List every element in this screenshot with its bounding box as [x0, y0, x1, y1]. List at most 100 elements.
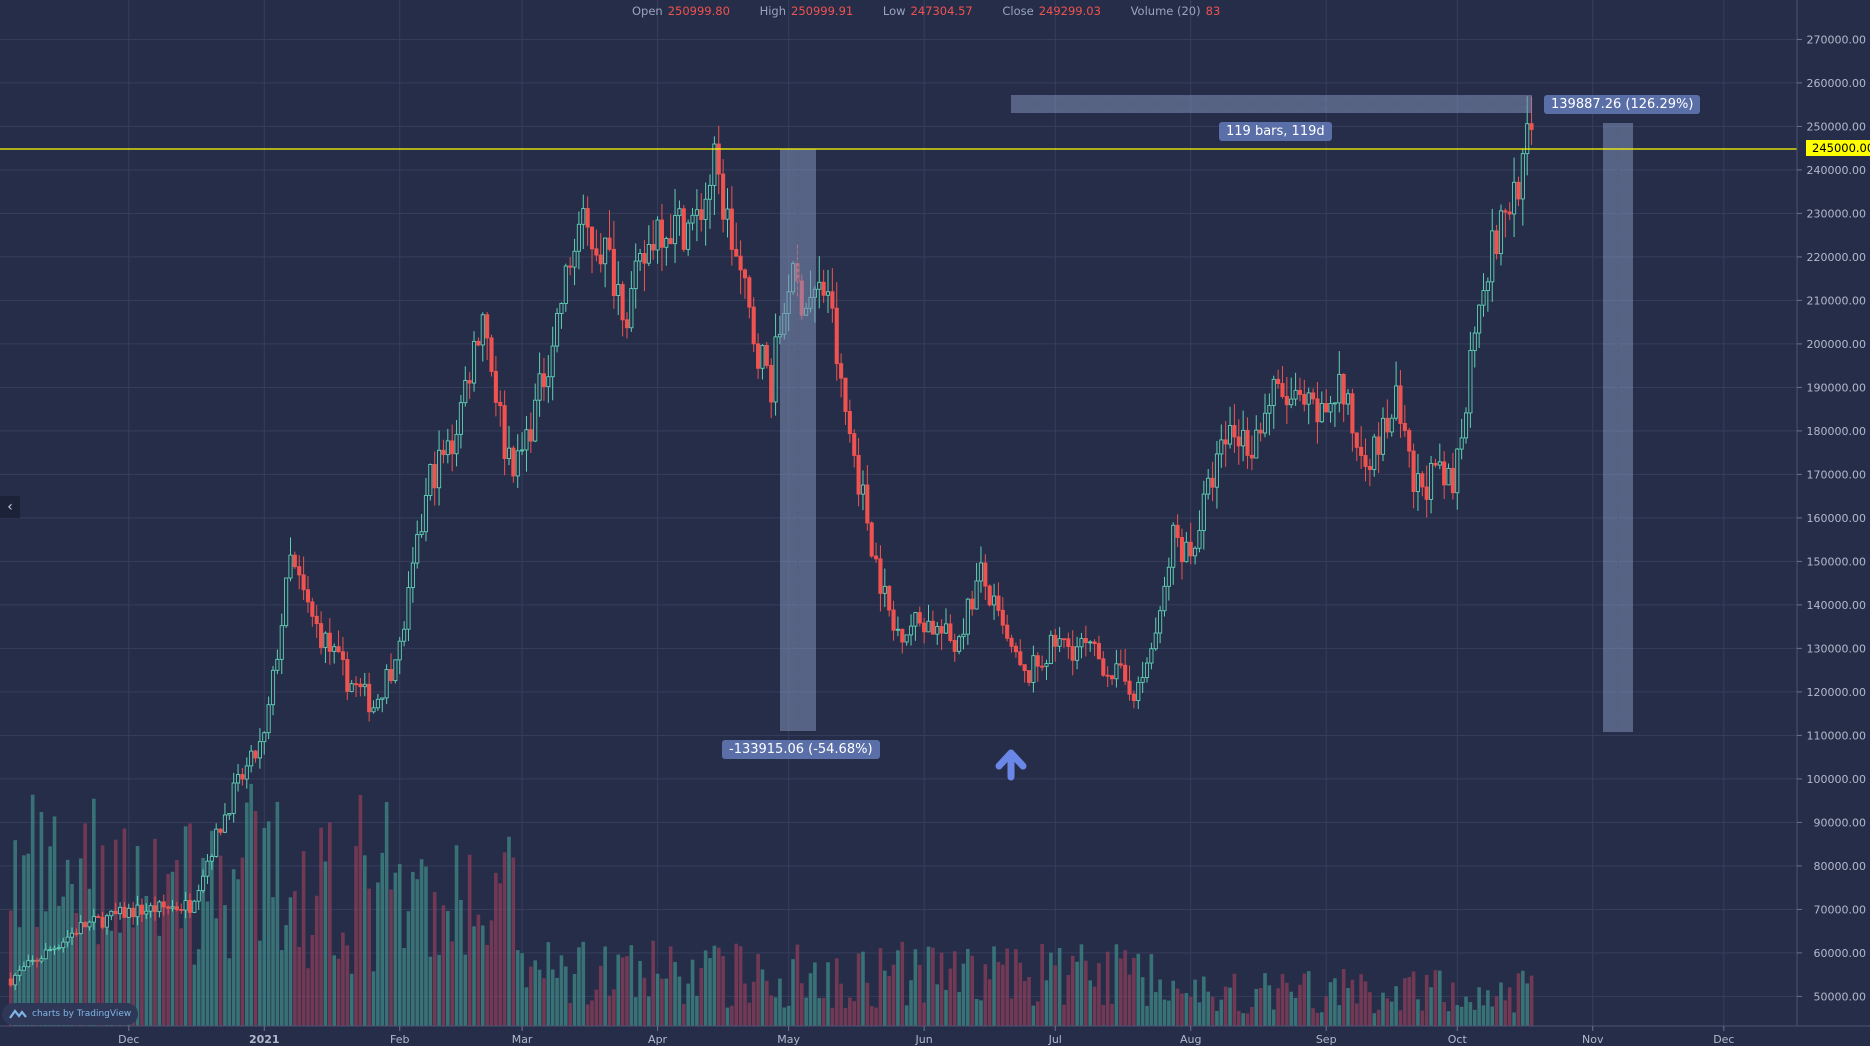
candle-down: [131, 907, 136, 918]
volume-bar: [598, 965, 603, 1026]
volume-bar: [218, 855, 223, 1026]
candle-down: [620, 284, 625, 321]
candle-up: [957, 636, 962, 652]
candle-down: [1109, 675, 1115, 680]
volume-bar: [874, 1007, 878, 1026]
duration-measure-box[interactable]: [1011, 95, 1532, 113]
volume-bar: [564, 966, 568, 1026]
candle-up: [249, 750, 254, 767]
volume-bar: [690, 959, 695, 1026]
chevron-left-icon[interactable]: ‹: [0, 496, 20, 518]
candle-up: [1337, 373, 1342, 404]
volume-bar: [655, 973, 660, 1026]
volume-bar: [826, 962, 830, 1026]
volume-bar: [926, 946, 931, 1026]
volume-bar: [677, 976, 682, 1026]
candle-up: [690, 214, 695, 224]
candle-up: [882, 585, 887, 594]
candle-up: [26, 960, 31, 968]
candle-down: [450, 440, 455, 455]
candle-down: [983, 562, 988, 587]
volume-bar: [1092, 986, 1097, 1026]
volume-bar: [432, 891, 437, 1026]
candle-down: [1179, 536, 1185, 563]
volume-bar: [489, 920, 494, 1026]
volume-bar: [135, 846, 140, 1026]
arrow-up-icon[interactable]: [995, 749, 1027, 781]
candle-down: [1433, 462, 1438, 466]
drawings[interactable]: [0, 95, 1797, 781]
candle-up: [231, 782, 236, 814]
candle-up: [1472, 332, 1477, 351]
candle-up: [445, 440, 450, 456]
candle-up: [69, 932, 75, 938]
candle-up: [572, 250, 577, 268]
candle-up: [380, 697, 385, 700]
volume-bar: [966, 948, 970, 1026]
candle-up: [61, 941, 66, 949]
candle-up: [1345, 393, 1351, 405]
candle-down: [891, 609, 896, 631]
candle-down: [1276, 378, 1281, 385]
volume-bar: [1459, 1006, 1464, 1026]
volume-bar: [1341, 969, 1346, 1026]
candle-up: [87, 921, 92, 928]
volume-bar: [1202, 976, 1206, 1026]
volume-bar: [821, 997, 826, 1026]
volume-bar: [533, 960, 538, 1026]
candle-up: [244, 765, 249, 780]
time-tick-label: Jun: [915, 1033, 933, 1046]
candle-up: [677, 208, 682, 217]
volume-bar: [987, 979, 992, 1026]
volume-bar: [900, 941, 905, 1026]
candle-up: [428, 464, 433, 496]
volume-bar: [734, 943, 739, 1026]
candle-up: [262, 732, 267, 743]
tradingview-logo[interactable]: charts by TradingView: [2, 1003, 139, 1025]
volume-bar: [1468, 1002, 1473, 1026]
price-axis[interactable]: 270000.00 260000.00 250000.00 240000.00 2300…: [1797, 33, 1866, 1003]
candle-down: [1223, 439, 1228, 445]
volume-bar: [808, 973, 813, 1026]
price-tick-label: 80000.00: [1814, 860, 1867, 873]
candle-up: [1319, 403, 1324, 423]
candle-down: [489, 337, 494, 372]
volume-bar: [1472, 1009, 1477, 1026]
volume-bar: [1066, 974, 1071, 1026]
volume-bar: [349, 973, 354, 1026]
candle-up: [506, 447, 512, 460]
candle-down: [1040, 665, 1045, 668]
volume-bar: [712, 945, 717, 1026]
candle-up: [1227, 425, 1233, 445]
volume-bar: [1337, 1005, 1342, 1026]
volume-bar: [1236, 1010, 1241, 1026]
volume-label: Volume (20): [1130, 4, 1201, 18]
candle-down: [1101, 658, 1106, 676]
volume-bar: [1001, 964, 1005, 1026]
volume-bar: [721, 955, 725, 1026]
candle-up: [992, 595, 997, 606]
candle-down: [764, 344, 769, 366]
candle-up: [555, 313, 560, 347]
candle-down: [1284, 396, 1289, 406]
candle-up: [1455, 448, 1460, 494]
volume-bar: [651, 940, 655, 1026]
candle-down: [887, 585, 892, 611]
volume-bar: [1084, 960, 1088, 1026]
volume-bar: [1293, 998, 1298, 1026]
volume-bar: [1101, 1004, 1106, 1026]
volume-bar: [1503, 1000, 1508, 1026]
candle-up: [288, 554, 293, 579]
volume-bar: [1394, 986, 1398, 1026]
candle-up: [926, 620, 931, 633]
candle-down: [1092, 641, 1097, 645]
volume-bar: [362, 855, 367, 1026]
open-value: 250999.80: [667, 4, 730, 18]
volume-bar: [345, 945, 350, 1026]
time-axis[interactable]: Dec 2021 Feb Mar Apr May Jun Jul Aug Sep Oct Nov Dec: [118, 1026, 1734, 1046]
volume-bar: [878, 948, 883, 1026]
candle-up: [227, 812, 232, 816]
volume-bar: [813, 962, 817, 1026]
candle-up: [1206, 477, 1211, 495]
